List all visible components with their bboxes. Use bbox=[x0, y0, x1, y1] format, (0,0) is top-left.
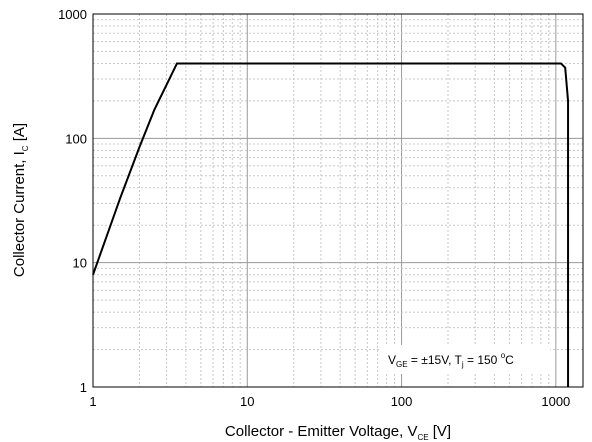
y-tick-label: 1000 bbox=[58, 7, 87, 22]
y-tick-label: 100 bbox=[65, 131, 87, 146]
annotation-box bbox=[380, 345, 550, 374]
annotation-text: VGE = ±15V, Tj = 150 oC bbox=[388, 351, 514, 369]
y-axis-title: Collector Current, IC [A] bbox=[11, 123, 30, 277]
y-tick-label: 1 bbox=[80, 380, 87, 395]
tick-labels: 1 10 100 1000 1 10 100 1000 bbox=[58, 7, 570, 409]
plot-area-frame bbox=[92, 13, 584, 388]
x-tick-label: 1 bbox=[89, 394, 96, 409]
x-tick-label: 1000 bbox=[541, 394, 570, 409]
series-line bbox=[92, 62, 570, 387]
x-tick-label: 100 bbox=[391, 394, 413, 409]
y-tick-label: 10 bbox=[73, 256, 87, 271]
x-tick-label: 10 bbox=[240, 394, 254, 409]
x-axis-title: Collector - Emitter Voltage, VCE [V] bbox=[225, 423, 451, 442]
grid bbox=[93, 14, 583, 387]
